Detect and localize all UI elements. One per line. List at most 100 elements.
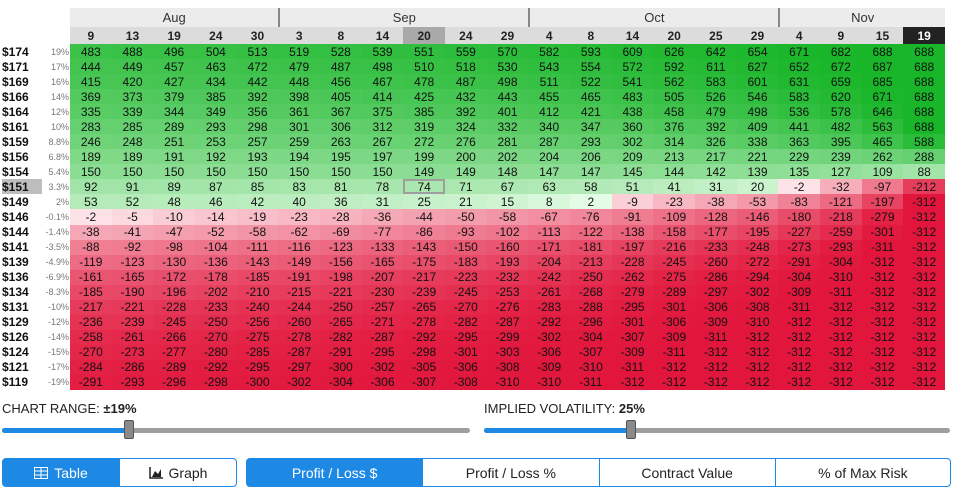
pl-cell: -191 [278, 269, 320, 285]
pl-cell: 48 [153, 194, 195, 210]
pl-cell: -250 [195, 314, 237, 330]
pl-cell: -9 [611, 194, 654, 210]
pl-cell: 572 [611, 59, 654, 75]
pl-cell: -41 [111, 224, 154, 240]
change-label: -17% [47, 362, 69, 373]
price-label: $154 [2, 164, 29, 179]
pl-cell: 478 [403, 74, 445, 90]
pl-cell: 483 [70, 44, 112, 60]
pl-cell: -245 [445, 284, 487, 300]
pl-cell: 583 [778, 89, 820, 105]
pl-cell: -292 [403, 329, 445, 345]
pl-cell: -104 [195, 239, 237, 255]
pl-cell: -300 [236, 374, 279, 390]
slider-thumb[interactable] [626, 420, 636, 439]
pl-cell: -77 [361, 224, 404, 240]
price-label: $131 [2, 300, 29, 315]
price-label: $149 [2, 194, 29, 209]
metric-tab[interactable]: Profit / Loss % [422, 458, 600, 487]
pl-cell: 221 [736, 149, 779, 165]
pl-cell: 83 [278, 179, 320, 195]
pl-cell: -14 [195, 209, 237, 225]
pl-cell: 513 [236, 44, 279, 60]
pl-cell: 144 [653, 164, 695, 180]
change-label: 2% [55, 196, 69, 207]
pl-cell: -304 [570, 329, 612, 345]
pl-cell: 487 [320, 59, 362, 75]
pl-cell: 536 [778, 104, 820, 120]
change-label: -1.4% [45, 227, 69, 238]
metric-tab[interactable]: % of Max Risk [774, 458, 951, 487]
pl-cell: -312 [695, 374, 737, 390]
pl-cell: 687 [861, 59, 904, 75]
pl-cell: 74 [403, 179, 445, 195]
metric-tab[interactable]: Profit / Loss $ [246, 458, 424, 487]
pl-cell: 652 [778, 59, 820, 75]
pl-cell: 427 [153, 74, 195, 90]
graph-tab[interactable]: Graph [119, 458, 237, 487]
pl-cell: -52 [195, 224, 237, 240]
chart-range-label: CHART RANGE: ±19% [2, 401, 137, 416]
pl-cell: 685 [861, 74, 904, 90]
pl-cell: 483 [611, 89, 654, 105]
pl-cell: 248 [111, 134, 154, 150]
pl-cell: -242 [528, 269, 570, 285]
pl-cell: -311 [861, 239, 904, 255]
pl-cell: 41 [653, 179, 695, 195]
pl-cell: 109 [861, 164, 904, 180]
pl-cell: 620 [820, 89, 862, 105]
pl-cell: 78 [361, 179, 404, 195]
price-label: $171 [2, 59, 29, 74]
pl-cell: -302 [361, 359, 404, 375]
pl-cell: -289 [653, 284, 695, 300]
pl-cell: 89 [153, 179, 195, 195]
pl-cell: 36 [320, 194, 362, 210]
pl-cell: 688 [903, 89, 945, 105]
pl-cell: -301 [445, 344, 487, 360]
pl-cell: 149 [445, 164, 487, 180]
pl-cell: 409 [736, 119, 779, 135]
change-label: -3.5% [45, 242, 69, 253]
pl-cell: -279 [611, 284, 654, 300]
pl-cell: -312 [861, 344, 904, 360]
pl-cell: -292 [528, 314, 570, 330]
table-tab[interactable]: Table [2, 458, 120, 487]
pl-cell: 150 [111, 164, 154, 180]
pl-cell: -312 [736, 329, 779, 345]
pl-cell: -307 [403, 374, 445, 390]
pl-cell: 626 [653, 44, 695, 60]
slider-track[interactable] [2, 428, 470, 433]
day-header: 8 [320, 27, 362, 44]
pl-cell: 71 [445, 179, 487, 195]
metric-tab[interactable]: Contract Value [598, 458, 776, 487]
pl-cell: 287 [528, 134, 570, 150]
pl-cell: 526 [695, 89, 737, 105]
pl-cell: -312 [778, 329, 820, 345]
pl-cell: -221 [320, 284, 362, 300]
slider-fill [484, 428, 632, 433]
pl-cell: -310 [570, 359, 612, 375]
pl-cell: 40 [278, 194, 320, 210]
pl-cell: -309 [528, 359, 570, 375]
pl-cell: 578 [820, 104, 862, 120]
day-header: 19 [153, 27, 195, 44]
pl-cell: -299 [486, 329, 529, 345]
day-header: 29 [486, 27, 529, 44]
pl-cell: -136 [195, 254, 237, 270]
pl-cell: -228 [611, 254, 654, 270]
pl-cell: 87 [195, 179, 237, 195]
pl-cell: -92 [111, 239, 154, 255]
pl-cell: 465 [570, 89, 612, 105]
pl-cell: -23 [653, 194, 695, 210]
slider-track[interactable] [484, 428, 950, 433]
pl-cell: -278 [278, 329, 320, 345]
slider-thumb[interactable] [124, 420, 134, 439]
pl-cell: -302 [278, 374, 320, 390]
pl-cell: -218 [820, 209, 862, 225]
change-label: -19% [47, 377, 69, 388]
pl-cell: -175 [403, 254, 445, 270]
pl-cell: 293 [570, 134, 612, 150]
price-label: $166 [2, 89, 29, 104]
pl-cell: 498 [736, 104, 779, 120]
